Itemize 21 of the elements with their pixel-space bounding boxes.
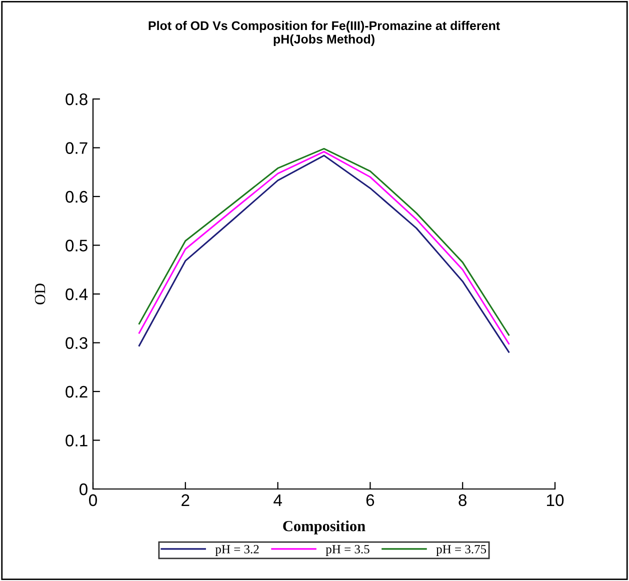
legend-label: pH = 3.2 <box>215 545 259 556</box>
legend-label: pH = 3.5 <box>326 545 370 556</box>
y-tick-label: 0.8 <box>66 93 88 106</box>
y-tick-label: 0.4 <box>66 288 88 300</box>
y-tick-label: 0.5 <box>66 240 88 252</box>
legend-label: pH = 3.75 <box>436 545 486 556</box>
x-tick-label: 2 <box>182 494 190 506</box>
y-tick-label: 0.6 <box>66 190 88 203</box>
x-axis-title: Composition <box>283 520 366 534</box>
y-tick-label: 0.7 <box>66 142 88 154</box>
x-tick-label: 4 <box>274 494 282 506</box>
y-tick-label: 0 <box>80 483 88 496</box>
x-tick-label: 0 <box>89 494 97 506</box>
chart-title: Plot of OD Vs Composition for Fe(III)-Promazine at different pH(Jobs Method) <box>148 20 500 46</box>
y-tick-label: 0.2 <box>66 386 88 398</box>
y-tick-label: 0.1 <box>66 434 88 446</box>
x-tick-label: 6 <box>366 494 374 506</box>
x-tick-label: 8 <box>458 494 467 506</box>
x-tick-label: 10 <box>547 494 564 506</box>
y-tick-label: 0.3 <box>66 337 88 349</box>
y-axis-title: OD <box>34 284 46 304</box>
